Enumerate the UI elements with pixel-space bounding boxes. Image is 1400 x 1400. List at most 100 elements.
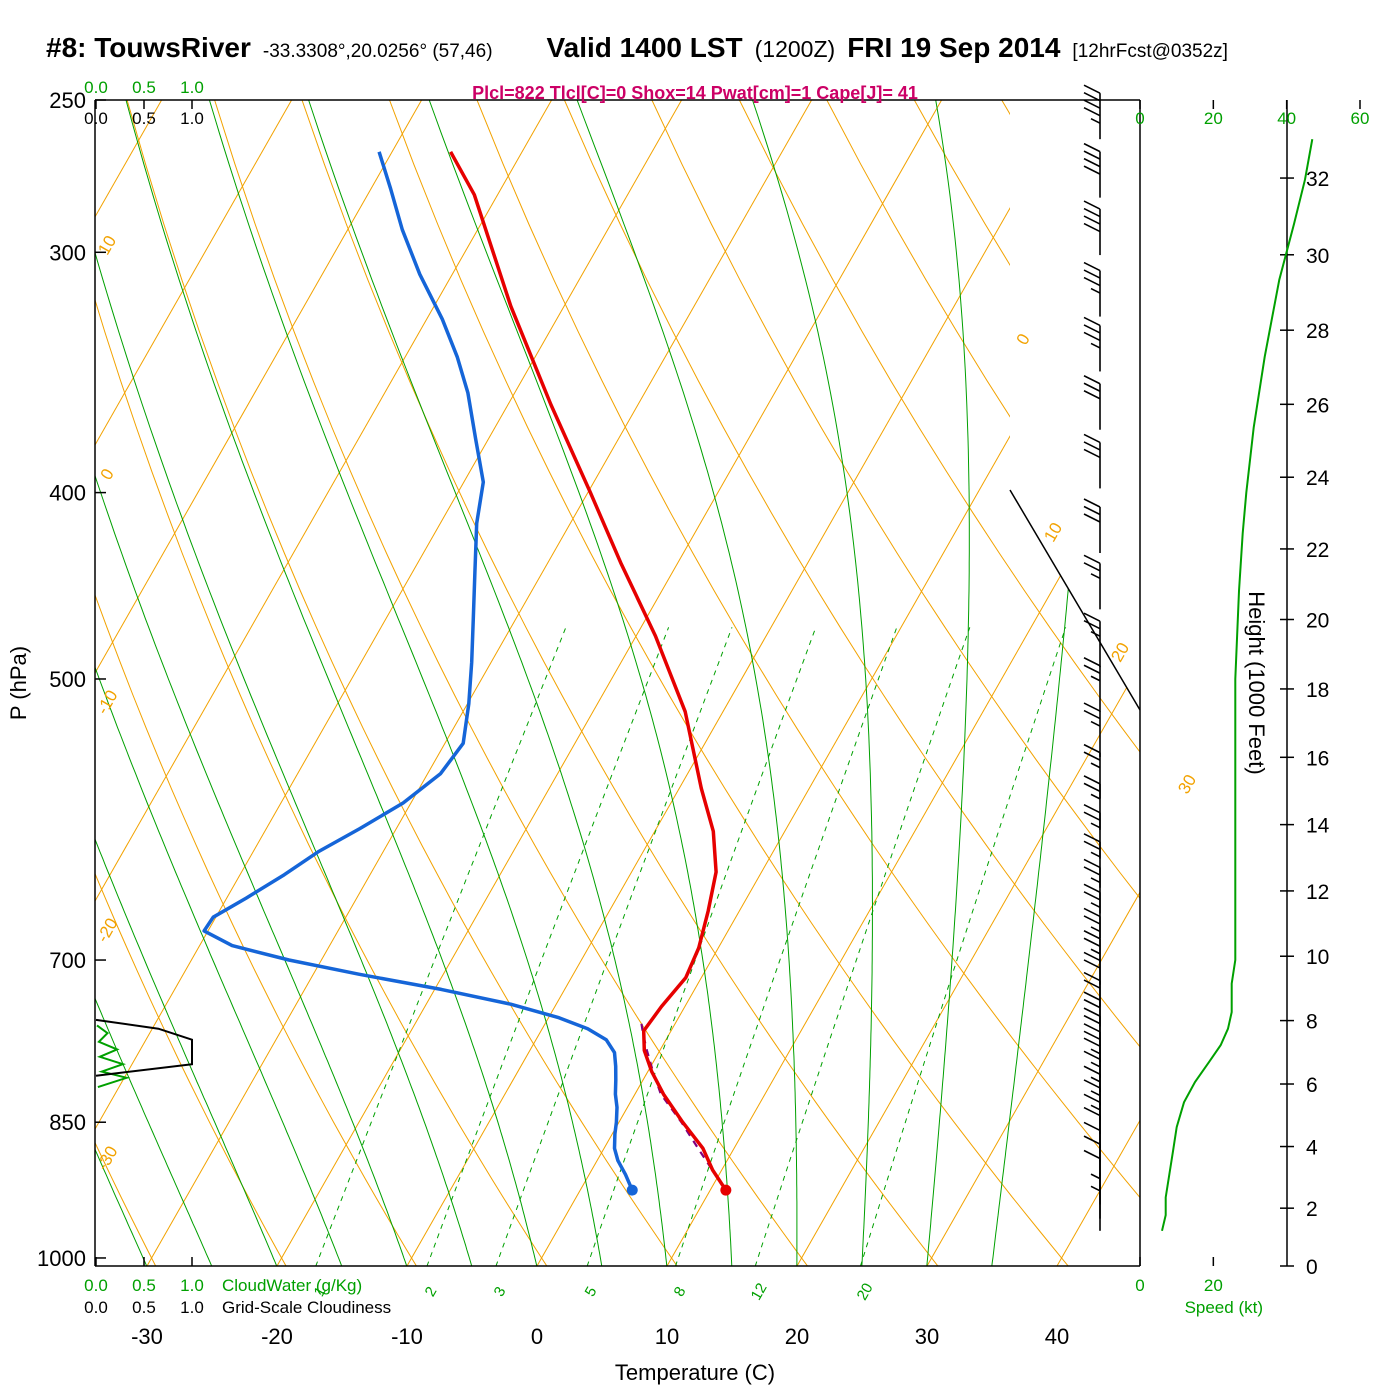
dry-adiabat-line (95, 100, 287, 1266)
speed-tick-label-bottom: 20 (1204, 1276, 1223, 1295)
wind-barb (1083, 1135, 1101, 1191)
pressure-tick-label: 400 (49, 481, 86, 506)
mixing-ratio-line (586, 627, 817, 1266)
dewpoint-curve (202, 151, 634, 1191)
mixing-ratio-label: 2 (422, 1284, 441, 1300)
speed-tick-label-top: 40 (1277, 109, 1296, 128)
cloudiness-scale-label-top: 0.5 (132, 109, 156, 128)
isotherm-label-right: 30 (1174, 771, 1200, 797)
temperature-tick-label: 10 (655, 1324, 679, 1349)
cloudiness-scale-label-top: 0.0 (84, 109, 108, 128)
isotherm-line (666, 100, 1140, 1266)
station-title: #8: TouwsRiver (46, 32, 251, 63)
isotherm-label-left: 0 (97, 465, 118, 483)
dry-adiabat-line (1177, 100, 1400, 1266)
wind-barb (1083, 702, 1101, 758)
wind-barb (1083, 375, 1101, 430)
isotherm-line (1056, 100, 1140, 1266)
cloudwater-scale-label-bottom: 0.0 (84, 1276, 108, 1295)
height-tick-label: 22 (1306, 539, 1329, 562)
isotherm-line (406, 100, 1073, 1266)
moist-adiabat-line (576, 100, 798, 1266)
temperature-axis-title: Temperature (C) (615, 1360, 775, 1385)
isotherm-line (146, 100, 813, 1266)
moist-adiabat-line (125, 100, 538, 1266)
moist-adiabat-line (308, 100, 668, 1266)
wind-barb (1083, 200, 1101, 256)
speed-tick-label-top: 0 (1135, 109, 1144, 128)
cloudiness-scale-label-bottom: 0.5 (132, 1298, 156, 1317)
moist-adiabat-line (991, 100, 1096, 1266)
temperature-tick-label: 0 (531, 1324, 543, 1349)
dry-adiabat-line (95, 100, 548, 1266)
pressure-tick-label: 850 (49, 1110, 86, 1135)
height-tick-label: 10 (1306, 946, 1329, 969)
wind-barb (1083, 775, 1101, 830)
cloudwater-scale-label-bottom: 0.5 (132, 1276, 156, 1295)
cloudwater-scale-label-top: 0.0 (84, 78, 108, 97)
wind-barb (1083, 833, 1101, 888)
mixing-ratio-label: 3 (491, 1284, 510, 1300)
moist-adiabat-line (95, 100, 408, 1266)
wind-barb (1090, 1184, 1101, 1231)
dry-adiabat-line (651, 100, 1140, 1266)
speed-axis-title: Speed (kt) (1185, 1298, 1263, 1317)
dry-adiabat-line (563, 100, 1140, 1266)
cloudwater-scale-label-top: 1.0 (180, 78, 204, 97)
cloudwater-scale-label-bottom: 1.0 (180, 1276, 204, 1295)
cloudwater-profile (96, 1024, 131, 1089)
dry-adiabat-line (389, 100, 1069, 1266)
temperature-tick-label: 20 (785, 1324, 809, 1349)
forecast-tag: [12hrFcst@0352z] (1072, 41, 1228, 62)
mixing-ratio-line (315, 627, 567, 1266)
height-tick-label: 30 (1306, 245, 1329, 268)
isotherm-line (95, 100, 423, 1266)
moist-adiabat-line (208, 100, 603, 1266)
wind-barb (1083, 142, 1101, 198)
temperature-curve (449, 150, 728, 1192)
height-tick-label: 18 (1306, 679, 1329, 702)
dry-adiabat-line (1001, 100, 1140, 1266)
cloudiness-scale-label-bottom: 0.0 (84, 1298, 108, 1317)
pressure-tick-label: 300 (49, 240, 86, 265)
moist-adiabat-line (428, 100, 733, 1266)
dry-adiabat-line (738, 100, 1140, 1266)
moist-adiabat-line (95, 100, 213, 1266)
height-tick-label: 20 (1306, 609, 1329, 632)
isotherm-line (95, 100, 293, 1266)
wind-barb (1090, 1172, 1101, 1219)
isotherm-label-right: 10 (1040, 519, 1066, 545)
moist-adiabat-line (926, 100, 970, 1266)
height-tick-label: 24 (1306, 467, 1330, 490)
mixing-ratio-line (495, 627, 733, 1266)
temperature-tick-label: 40 (1045, 1324, 1069, 1349)
speed-tick-label-top: 60 (1351, 109, 1370, 128)
wind-barb (1083, 498, 1101, 554)
height-tick-label: 12 (1306, 881, 1329, 904)
moist-adiabat-line (95, 100, 343, 1266)
isotherm-line (95, 100, 683, 1266)
isotherm-label-left: -20 (93, 915, 122, 946)
axes (94, 99, 1288, 1267)
profiles (202, 150, 728, 1192)
mixing-ratio-line (674, 627, 898, 1266)
valid-date: FRI 19 Sep 2014 (847, 32, 1061, 63)
dry-adiabat-line (95, 100, 157, 1266)
valid-time: Valid 1400 LST (546, 32, 743, 63)
mixing-ratio-label: 20 (854, 1280, 877, 1303)
height-tick-label: 32 (1306, 168, 1329, 191)
dry-adiabat-line (1264, 100, 1400, 1266)
height-tick-label: 14 (1306, 815, 1330, 838)
height-tick-label: 2 (1306, 1198, 1318, 1221)
temperature-tick-label: -10 (391, 1324, 423, 1349)
station-coords: -33.3308°,20.0256° (57,46) (262, 41, 493, 62)
grid-cut-diagonal (1009, 489, 1141, 711)
dry-adiabat-line (1352, 100, 1400, 1266)
dry-adiabat-line (214, 100, 809, 1266)
valid-zulu: (1200Z) (754, 36, 836, 62)
height-tick-label: 16 (1306, 747, 1329, 770)
dry-adiabat-line (126, 100, 678, 1266)
mixing-ratio-line (859, 627, 1067, 1266)
